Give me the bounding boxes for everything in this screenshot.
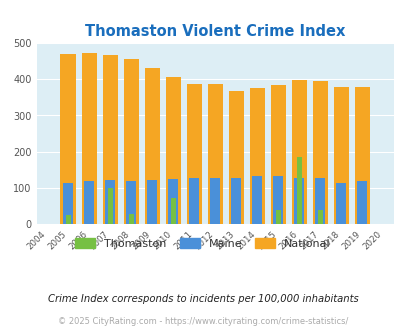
Bar [102, 55, 117, 224]
Bar [230, 178, 241, 224]
Bar [333, 87, 348, 224]
Bar [252, 176, 262, 224]
Bar [249, 88, 264, 224]
Bar [165, 77, 180, 224]
Bar [296, 157, 301, 224]
Bar [144, 68, 159, 224]
Bar [186, 84, 201, 224]
Bar [107, 188, 112, 224]
Bar [273, 176, 283, 224]
Bar [63, 183, 73, 224]
Bar [189, 178, 199, 224]
Bar [84, 181, 94, 224]
Bar [317, 210, 322, 224]
Bar [335, 183, 345, 224]
Bar [65, 214, 70, 224]
Bar [314, 178, 324, 224]
Bar [123, 59, 139, 224]
Title: Thomaston Violent Crime Index: Thomaston Violent Crime Index [85, 24, 345, 39]
Bar [207, 84, 222, 224]
Bar [291, 80, 306, 224]
Bar [60, 54, 75, 224]
Bar [228, 91, 243, 224]
Text: Crime Index corresponds to incidents per 100,000 inhabitants: Crime Index corresponds to incidents per… [47, 294, 358, 304]
Bar [81, 53, 96, 224]
Bar [356, 181, 367, 224]
Legend: Thomaston, Maine, National: Thomaston, Maine, National [70, 234, 335, 253]
Bar [275, 210, 280, 224]
Bar [294, 178, 303, 224]
Text: © 2025 CityRating.com - https://www.cityrating.com/crime-statistics/: © 2025 CityRating.com - https://www.city… [58, 317, 347, 326]
Bar [126, 181, 136, 224]
Bar [128, 214, 133, 224]
Bar [210, 178, 220, 224]
Bar [105, 180, 115, 224]
Bar [312, 82, 327, 224]
Bar [168, 179, 178, 224]
Bar [354, 87, 369, 224]
Bar [170, 198, 175, 224]
Bar [147, 180, 157, 224]
Bar [270, 85, 285, 224]
